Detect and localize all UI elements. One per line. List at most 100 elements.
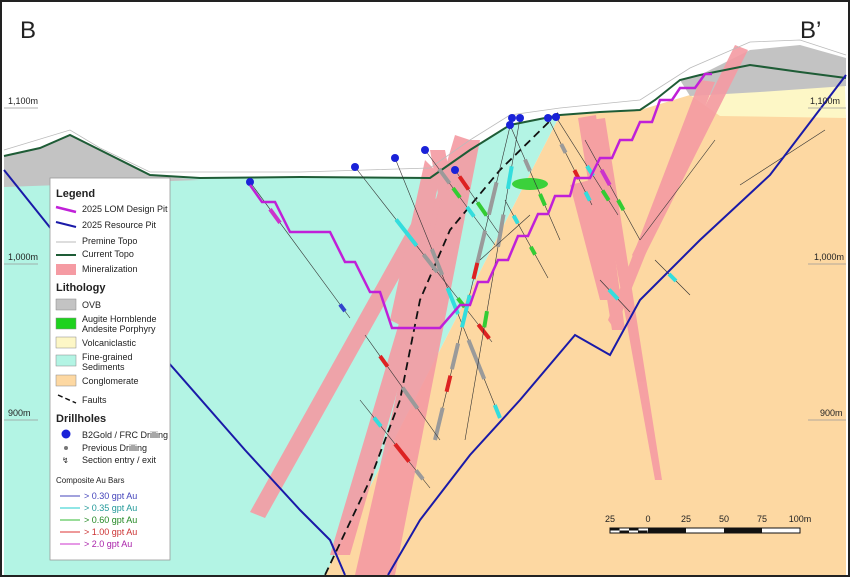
assay-bar [393, 442, 411, 463]
assay-bar [538, 193, 547, 207]
legend-item: Mineralization [82, 264, 138, 274]
assay-bar [400, 386, 420, 410]
assay-bar [414, 469, 425, 481]
collar [351, 163, 359, 171]
collar [552, 113, 560, 121]
legend-title: Drillholes [56, 413, 106, 425]
assay-bar [460, 294, 472, 328]
assay-bar [372, 416, 383, 428]
scale-label: 0 [645, 514, 650, 524]
scale-label: 75 [757, 514, 767, 524]
assay-bar [599, 169, 612, 186]
drillhole [547, 117, 593, 206]
drillhole [249, 181, 351, 319]
legend-item: > 0.30 gpt Au [84, 491, 137, 501]
assay-bar [482, 310, 489, 328]
drillhole [639, 139, 716, 241]
section-label: B’ [800, 17, 821, 44]
scale-label: 25 [681, 514, 691, 524]
conglomerate [325, 95, 846, 575]
collar [246, 178, 254, 186]
mineralization [250, 45, 748, 575]
assay-bar [475, 230, 487, 264]
collar [421, 146, 429, 154]
assay-bar [583, 191, 592, 202]
collar [516, 114, 524, 122]
svg-text:↯: ↯ [62, 456, 69, 465]
legend-item: Premine Topo [82, 236, 137, 246]
legend-item: 2025 Resource Pit [82, 220, 157, 230]
assay-bar [559, 143, 568, 154]
assay-bar [444, 375, 453, 393]
legend: Legend 2025 LOM Design Pit 2025 Resource… [49, 177, 171, 561]
assay-bar [378, 354, 390, 368]
premine-topo [3, 39, 847, 173]
collar [544, 114, 552, 122]
assay-bar [268, 208, 282, 224]
elevation-label: 900m [820, 408, 843, 418]
elevation-label: 1,000m [8, 252, 38, 262]
legend-item: Sediments [82, 362, 125, 372]
legend-title: Composite Au Bars [56, 476, 124, 485]
elevation-label: 1,100m [810, 96, 840, 106]
assay-bar [616, 199, 626, 211]
scale-label: 50 [719, 514, 729, 524]
assay-bar [475, 201, 489, 217]
section-label: B [20, 17, 36, 44]
collar [451, 166, 459, 174]
legend-item: OVB [82, 300, 101, 310]
assay-bar [523, 158, 532, 172]
assay-bar [511, 214, 520, 225]
legend-item: Previous Drilling [82, 443, 147, 453]
drillhole [479, 214, 531, 261]
assay-bar [471, 262, 480, 280]
legend-item: Conglomerate [82, 376, 139, 386]
ovb [4, 135, 200, 187]
assay-bar [505, 165, 514, 190]
legend-item: > 0.35 gpt Au [84, 503, 137, 513]
legend-title: Legend [56, 188, 95, 200]
legend-item: Current Topo [82, 249, 134, 259]
assay-bar [465, 205, 476, 218]
legend-item: > 1.00 gpt Au [84, 527, 137, 537]
drillhole [509, 124, 561, 241]
assay-bar [600, 189, 611, 202]
legend-item: Andesite Porphyry [82, 324, 156, 334]
scale-label: 100m [789, 514, 812, 524]
elevation-label: 900m [8, 408, 31, 418]
assay-bar [496, 214, 506, 248]
assay-bar [667, 272, 678, 283]
assay-bar [437, 167, 452, 185]
scale-label: 25 [605, 514, 615, 524]
elevation-label: 1,000m [814, 252, 844, 262]
collar [506, 121, 514, 129]
legend-item: Section entry / exit [82, 455, 157, 465]
assay-bar [338, 303, 347, 313]
legend-item: B2Gold / FRC Drilling [82, 430, 168, 440]
legend-item: Augite Hornblende [82, 314, 157, 324]
legend-item: > 0.60 gpt Au [84, 515, 137, 525]
lom-pit [248, 72, 712, 330]
elevation-labels: 1,100m 1,000m 900m 1,100m 1,000m 900m [4, 96, 846, 421]
assay-bar [492, 404, 502, 419]
collar [508, 114, 516, 122]
assay-bar [529, 245, 537, 256]
assay-bar [466, 339, 487, 380]
elevation-label: 1,100m [8, 96, 38, 106]
legend-item: 2025 LOM Design Pit [82, 204, 168, 214]
legend-item: Faults [82, 395, 107, 405]
assay-bar [451, 186, 462, 199]
scale-bar: 25 0 25 50 75 100m [605, 514, 812, 534]
legend-item: Volcaniclastic [82, 338, 137, 348]
drillhole [504, 199, 549, 279]
fault [324, 112, 559, 576]
assay-bar [449, 342, 461, 370]
collar [391, 154, 399, 162]
assay-bar [457, 175, 471, 191]
assay-bar [429, 248, 445, 276]
assay-bar [421, 253, 439, 274]
drillhole [584, 139, 641, 241]
assay-bar [394, 218, 419, 247]
assay-bar [607, 288, 620, 301]
